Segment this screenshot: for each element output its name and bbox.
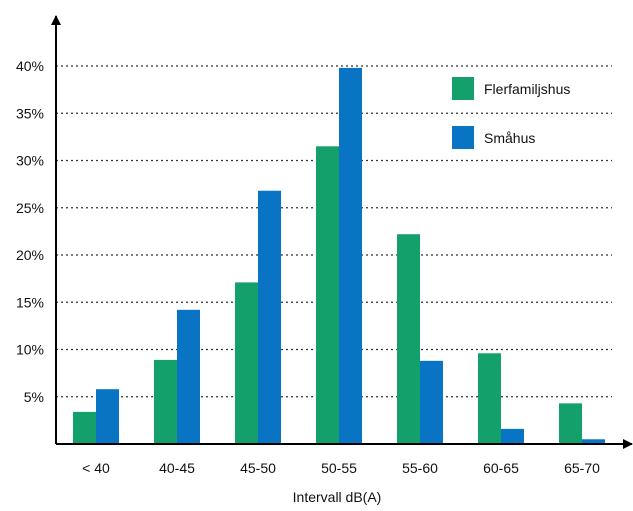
bar-flerfamiljshus-3	[316, 146, 339, 444]
x-tick-label: 45-50	[240, 460, 276, 476]
x-axis-label: Intervall dB(A)	[293, 489, 382, 505]
x-tick-label: 50-55	[321, 460, 357, 476]
x-tick-labels: < 40 40-45 45-50 50-55 55-60 60-65 65-70	[82, 460, 600, 476]
bar-småhus-3	[339, 67, 362, 444]
legend-swatch-småhus	[452, 126, 474, 149]
y-tick-label: 20%	[16, 247, 44, 263]
legend: Flerfamiljshus Småhus	[452, 77, 570, 149]
bar-småhus-1	[177, 309, 200, 444]
y-tick-label: 5%	[24, 389, 44, 405]
y-tick-label: 10%	[16, 342, 44, 358]
y-tick-label: 25%	[16, 200, 44, 216]
legend-swatch-flerfamiljshus	[452, 77, 474, 100]
bar-småhus-0	[96, 389, 119, 444]
legend-label-flerfamiljshus: Flerfamiljshus	[484, 81, 570, 97]
y-tick-label: 15%	[16, 294, 44, 310]
y-tick-labels: 5% 10% 15% 20% 25% 30% 35% 40%	[16, 58, 44, 405]
legend-label-småhus: Småhus	[484, 130, 535, 146]
bars	[73, 67, 605, 444]
bar-flerfamiljshus-5	[478, 353, 501, 444]
bar-småhus-2	[258, 190, 281, 444]
bar-småhus-4	[420, 360, 443, 444]
bar-småhus-5	[501, 428, 524, 444]
x-tick-label: 40-45	[159, 460, 195, 476]
bar-flerfamiljshus-1	[154, 359, 177, 444]
x-tick-label: 60-65	[483, 460, 519, 476]
x-tick-label: < 40	[82, 460, 110, 476]
y-tick-label: 35%	[16, 105, 44, 121]
x-tick-label: 65-70	[564, 460, 600, 476]
bar-flerfamiljshus-0	[73, 411, 96, 444]
y-tick-label: 30%	[16, 153, 44, 169]
bar-flerfamiljshus-2	[235, 282, 258, 444]
bar-flerfamiljshus-6	[559, 403, 582, 444]
bar-flerfamiljshus-4	[397, 234, 420, 444]
axes	[51, 15, 633, 449]
y-tick-label: 40%	[16, 58, 44, 74]
x-tick-label: 55-60	[402, 460, 438, 476]
bar-småhus-6	[582, 439, 605, 444]
